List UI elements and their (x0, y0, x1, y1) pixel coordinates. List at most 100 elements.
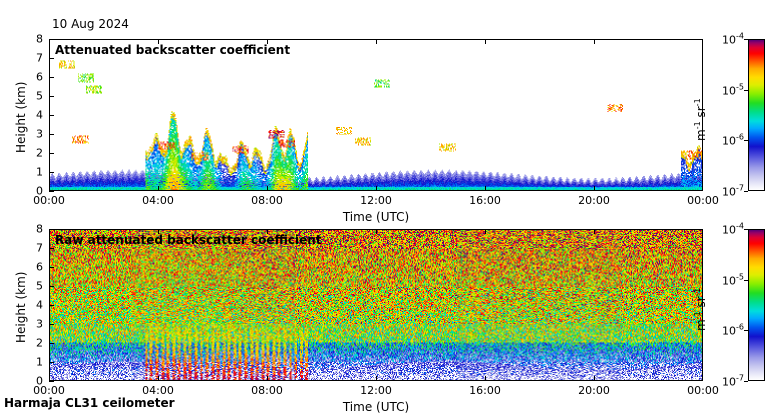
y-tick-mark (49, 324, 54, 325)
y-tick-label: 3 (36, 317, 43, 331)
x-tick-label: 00:00 (687, 384, 719, 397)
y-tick-mark (49, 305, 54, 306)
x-tick-mark (267, 186, 268, 191)
x-tick-mark (594, 186, 595, 191)
x-tick-label: 16:00 (469, 384, 501, 397)
y-tick-mark (49, 248, 54, 249)
date-label: 10 Aug 2024 (52, 17, 129, 31)
y-tick-label: 6 (36, 70, 43, 84)
raw-backscatter-heatmap (50, 230, 702, 380)
y-tick-label: 7 (36, 241, 43, 255)
colorbar-tick-label: 10-7 (722, 183, 744, 199)
x-tick-label: 16:00 (469, 194, 501, 207)
y-tick-mark (49, 286, 54, 287)
x-tick-label: 20:00 (578, 194, 610, 207)
y-tick-label: 5 (36, 279, 43, 293)
x-axis-label: Time (UTC) (342, 210, 410, 224)
y-tick-label: 3 (36, 127, 43, 141)
colorbar-tick-label: 10-5 (722, 272, 744, 287)
colorbar-raw (748, 229, 765, 381)
panel-raw-backscatter: Raw attenuated backscatter coefficient (49, 229, 703, 381)
y-tick-label: 1 (36, 165, 43, 179)
x-tick-mark-top (376, 229, 377, 234)
colorbar-tick-label: 10-6 (722, 323, 744, 338)
y-tick-mark (49, 267, 54, 268)
x-tick-label: 00:00 (33, 384, 65, 397)
x-tick-mark-top (267, 39, 268, 44)
colorbar-tick-label: 10-4 (722, 31, 744, 47)
x-tick-mark (485, 186, 486, 191)
x-axis-label: Time (UTC) (342, 400, 410, 414)
y-tick-mark (49, 115, 54, 116)
panel-title-raw: Raw attenuated backscatter coefficient (55, 233, 322, 247)
colorbar-tick-mark (744, 229, 748, 230)
x-tick-label: 04:00 (142, 384, 174, 397)
colorbar-tick-label: 10-5 (722, 82, 744, 97)
panel-title-attenuated: Attenuated backscatter coefficient (55, 43, 291, 57)
x-tick-label: 08:00 (251, 194, 283, 207)
colorbar-tick-mark (744, 39, 748, 40)
x-tick-label: 00:00 (33, 194, 65, 207)
y-tick-label: 0 (36, 184, 43, 198)
y-tick-label: 4 (36, 298, 43, 312)
x-tick-mark-top (158, 39, 159, 44)
y-tick-mark (49, 134, 54, 135)
x-tick-mark (485, 376, 486, 381)
y-tick-mark (49, 39, 54, 40)
y-tick-mark (49, 77, 54, 78)
y-axis-label: Height (km) (14, 81, 28, 153)
colorbar-tick-mark (744, 330, 748, 331)
x-tick-mark (158, 376, 159, 381)
colorbar-tick-label: 10-7 (722, 373, 744, 389)
x-tick-label: 20:00 (578, 384, 610, 397)
y-tick-mark (49, 58, 54, 59)
colorbar-tick-mark (744, 90, 748, 91)
y-tick-mark (49, 343, 54, 344)
y-tick-label: 2 (36, 336, 43, 350)
y-tick-mark (49, 229, 54, 230)
colorbar-tick-mark (744, 381, 748, 382)
y-tick-mark (49, 191, 54, 192)
y-tick-label: 5 (36, 89, 43, 103)
x-tick-mark-top (485, 39, 486, 44)
colorbar-axis-label: m-1 sr-1 (693, 98, 708, 141)
y-tick-label: 2 (36, 146, 43, 160)
colorbar-tick-mark (744, 140, 748, 141)
x-tick-mark (376, 376, 377, 381)
x-tick-label: 12:00 (360, 384, 392, 397)
y-tick-label: 0 (36, 374, 43, 388)
x-tick-mark (376, 186, 377, 191)
x-tick-mark-top (267, 229, 268, 234)
x-tick-mark (158, 186, 159, 191)
y-tick-label: 6 (36, 260, 43, 274)
x-tick-label: 12:00 (360, 194, 392, 207)
footer-station-label: Harmaja CL31 ceilometer (4, 396, 175, 410)
x-tick-mark-top (376, 39, 377, 44)
x-tick-label: 00:00 (687, 194, 719, 207)
y-tick-label: 8 (36, 222, 43, 236)
x-tick-mark-top (594, 229, 595, 234)
y-tick-mark (49, 381, 54, 382)
colorbar-tick-mark (744, 280, 748, 281)
y-tick-label: 7 (36, 51, 43, 65)
attenuated-backscatter-heatmap (50, 40, 702, 190)
x-tick-label: 08:00 (251, 384, 283, 397)
y-tick-label: 4 (36, 108, 43, 122)
panel-attenuated-backscatter: Attenuated backscatter coefficient (49, 39, 703, 191)
colorbar-axis-label: m-1 sr-1 (693, 288, 708, 331)
colorbar-tick-label: 10-6 (722, 133, 744, 148)
y-tick-mark (49, 362, 54, 363)
colorbar-tick-mark (744, 191, 748, 192)
y-axis-label: Height (km) (14, 271, 28, 343)
x-tick-label: 04:00 (142, 194, 174, 207)
x-tick-mark (594, 376, 595, 381)
y-tick-label: 1 (36, 355, 43, 369)
y-tick-mark (49, 153, 54, 154)
y-tick-mark (49, 172, 54, 173)
colorbar-attenuated (748, 39, 765, 191)
y-tick-label: 8 (36, 32, 43, 46)
x-tick-mark-top (594, 39, 595, 44)
x-tick-mark (267, 376, 268, 381)
colorbar-tick-label: 10-4 (722, 221, 744, 237)
x-tick-mark-top (158, 229, 159, 234)
